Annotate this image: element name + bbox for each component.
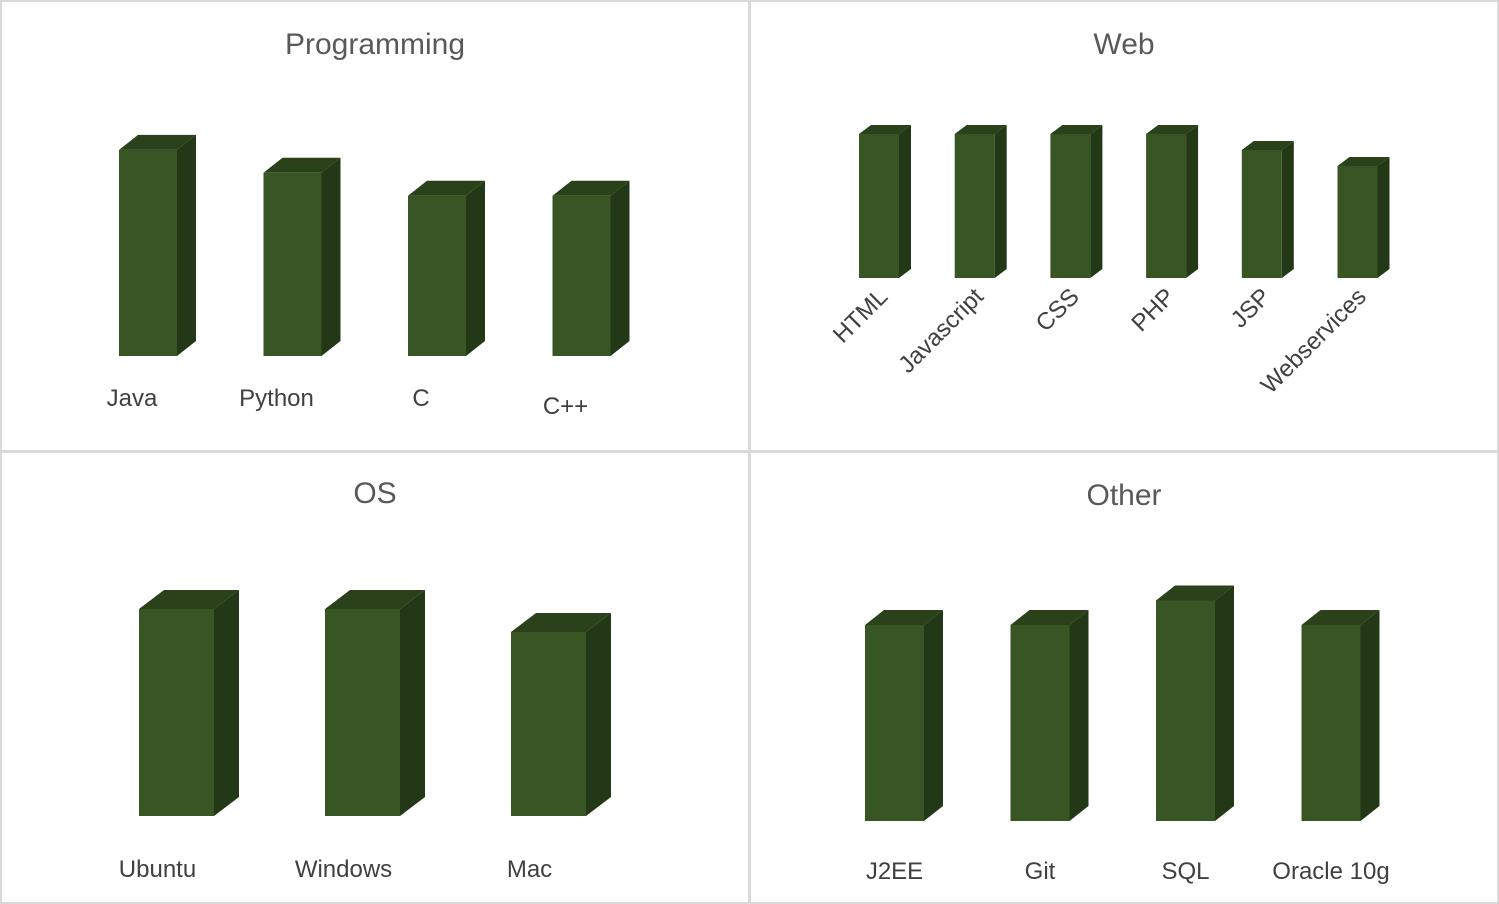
bar-java: [119, 134, 196, 356]
chart-panel-other: Other J2EE Git SQL Oracle 10g: [749, 451, 1499, 904]
bar-side-face: [400, 590, 425, 816]
tick-label-java: Java: [107, 385, 158, 412]
bar-front-face: [139, 609, 214, 816]
bar-top-face: [1156, 585, 1234, 601]
tick-label-mac: Mac: [507, 856, 552, 883]
bar-front-face: [408, 195, 466, 356]
bar-top-face: [325, 590, 425, 609]
bar-side-face: [214, 590, 239, 816]
bar-front-face: [263, 172, 322, 356]
tick-label-c: C++: [543, 393, 588, 420]
bar-front-face: [1050, 134, 1091, 278]
chart-panel-os: OS Ubuntu Windows Mac: [0, 451, 750, 904]
bar-oracle-10g: [1301, 610, 1380, 821]
tick-label-c: C: [412, 385, 429, 412]
bar-front-face: [954, 134, 995, 278]
bar-front-face: [1146, 134, 1187, 278]
chart-panel-web: Web HTML Javascript CSS PHP JSP Webservices: [749, 0, 1499, 452]
bar-front-face: [1241, 150, 1282, 278]
tick-label-git: Git: [1025, 858, 1056, 885]
bar-front-face: [1010, 625, 1070, 821]
bar-top-face: [954, 125, 1007, 134]
bar-windows: [325, 590, 425, 816]
bar-top-face: [865, 610, 943, 625]
bar-side-face: [899, 125, 911, 278]
bar-front-face: [119, 149, 177, 356]
bar-top-face: [552, 180, 630, 196]
bar-chart-os: Ubuntu Windows Mac: [119, 590, 611, 883]
tick-label-css: CSS: [1031, 283, 1085, 337]
bar-c: [552, 180, 630, 356]
tick-label-php: PHP: [1126, 283, 1180, 337]
bar-sql: [1156, 585, 1234, 821]
bar-side-face: [994, 125, 1007, 278]
tick-label-javascript: Javascript: [893, 283, 989, 379]
bar-side-face: [586, 613, 611, 816]
bar-front-face: [859, 134, 899, 278]
bar-top-face: [1337, 157, 1390, 166]
bar-front-face: [552, 195, 611, 356]
chart-title: OS: [353, 477, 397, 510]
bar-side-face: [610, 180, 630, 356]
bar-side-face: [924, 610, 943, 821]
bar-top-face: [1050, 125, 1103, 134]
bar-c: [408, 180, 485, 356]
tick-label-oracle-10g: Oracle 10g: [1272, 858, 1389, 885]
bar-front-face: [1301, 625, 1361, 821]
bar-python: [263, 157, 341, 356]
bar-side-face: [177, 134, 196, 356]
bar-css: [1050, 125, 1103, 278]
tick-label-python: Python: [239, 385, 314, 412]
bar-jsp: [1241, 141, 1294, 278]
bar-front-face: [1337, 166, 1378, 278]
chart-panel-programming: Programming Java Python C C++: [0, 0, 750, 452]
bar-side-face: [1215, 585, 1234, 821]
tick-label-windows: Windows: [295, 856, 392, 883]
bar-top-face: [1010, 610, 1089, 625]
bar-top-face: [263, 157, 341, 173]
bar-side-face: [1377, 157, 1390, 278]
bar-javascript: [954, 125, 1007, 278]
bar-top-face: [119, 134, 196, 150]
bar-side-face: [1090, 125, 1103, 278]
bar-front-face: [325, 609, 400, 816]
bar-git: [1010, 610, 1089, 821]
chart-title: Programming: [284, 28, 466, 61]
bar-front-face: [511, 632, 586, 816]
bar-j2ee: [865, 610, 943, 821]
bar-side-face: [1069, 610, 1089, 821]
bar-top-face: [1301, 610, 1380, 625]
bar-top-face: [511, 613, 611, 632]
bar-side-face: [1186, 125, 1199, 278]
chart-title: Other: [1086, 479, 1162, 512]
tick-label-ubuntu: Ubuntu: [119, 856, 196, 883]
bar-side-face: [466, 180, 485, 356]
tick-label-j2ee: J2EE: [866, 858, 923, 885]
bar-top-face: [139, 590, 239, 609]
bar-php: [1146, 125, 1199, 278]
bar-html: [859, 125, 911, 278]
bar-top-face: [408, 180, 485, 196]
bar-front-face: [865, 625, 924, 821]
bar-ubuntu: [139, 590, 239, 816]
tick-label-html: HTML: [828, 283, 893, 348]
chart-title: Web: [1093, 28, 1155, 61]
bar-chart-programming: Java Python C C++: [107, 134, 630, 420]
bar-top-face: [1241, 141, 1294, 150]
bar-side-face: [1360, 610, 1380, 821]
bar-top-face: [1146, 125, 1199, 134]
bar-side-face: [321, 157, 341, 356]
bar-side-face: [1281, 141, 1294, 278]
tick-label-sql: SQL: [1161, 858, 1209, 885]
bar-mac: [511, 613, 611, 816]
bar-top-face: [859, 125, 911, 134]
bar-webservices: [1337, 157, 1390, 278]
bar-front-face: [1156, 600, 1215, 821]
bar-chart-other: J2EE Git SQL Oracle 10g: [865, 585, 1390, 885]
tick-label-jsp: JSP: [1226, 283, 1276, 333]
